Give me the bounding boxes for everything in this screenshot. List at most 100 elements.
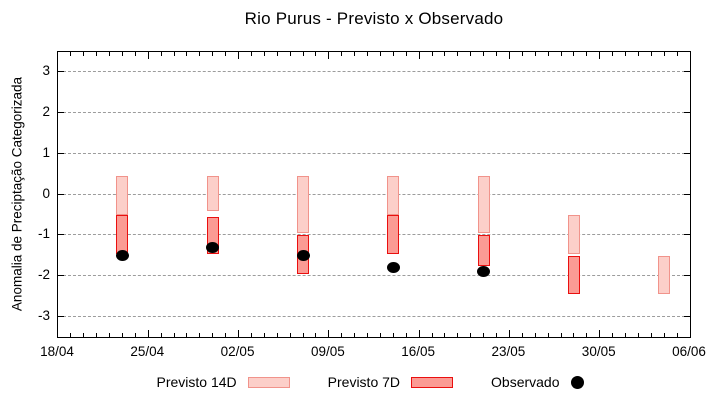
x-tick	[547, 52, 549, 56]
x-tick	[496, 333, 498, 337]
y-tick-label: 0	[42, 185, 50, 201]
x-tick	[379, 333, 381, 337]
x-tick	[109, 333, 111, 337]
forecast-14d-bar	[477, 176, 490, 234]
x-tick	[599, 330, 601, 337]
y-tick	[684, 274, 690, 276]
x-tick	[547, 333, 549, 337]
x-tick-label: 16/05	[401, 344, 436, 359]
gridline	[58, 152, 690, 154]
gridline	[58, 315, 690, 317]
x-tick	[328, 330, 330, 337]
y-tick	[58, 193, 64, 195]
observed-dot	[206, 241, 220, 253]
x-tick	[573, 52, 575, 56]
observed-dot	[115, 250, 129, 262]
x-tick	[160, 333, 162, 337]
y-tick	[684, 315, 690, 317]
x-tick	[508, 52, 510, 59]
x-tick	[250, 333, 252, 337]
x-tick	[302, 52, 304, 56]
x-tick	[418, 52, 420, 59]
x-tick	[405, 333, 407, 337]
x-tick	[315, 52, 317, 56]
observed-dot	[296, 250, 310, 262]
x-tick	[302, 333, 304, 337]
x-tick	[521, 333, 523, 337]
forecast-14d-bar	[658, 255, 671, 295]
x-tick-label: 25/04	[130, 344, 165, 359]
legend-label-previsto-14d: Previsto 14D	[156, 374, 237, 390]
x-tick	[263, 52, 265, 56]
x-tick	[315, 333, 317, 337]
x-tick	[109, 52, 111, 56]
x-tick	[676, 333, 678, 337]
forecast-14d-bar	[116, 176, 129, 215]
x-tick	[70, 333, 72, 337]
x-tick	[354, 333, 356, 337]
observed-dot	[386, 262, 400, 274]
x-tick	[560, 52, 562, 56]
x-tick	[676, 52, 678, 56]
x-tick	[444, 333, 446, 337]
x-tick	[173, 52, 175, 56]
x-tick	[496, 52, 498, 56]
x-tick	[418, 330, 420, 337]
x-tick	[341, 52, 343, 56]
legend-swatch-14d-icon	[247, 376, 290, 388]
x-tick	[186, 52, 188, 56]
x-tick	[534, 333, 536, 337]
x-tick	[650, 52, 652, 56]
forecast-7d-bar	[567, 255, 580, 295]
x-tick	[341, 333, 343, 337]
x-tick	[470, 52, 472, 56]
legend-swatch-7d-icon	[411, 376, 454, 388]
x-tick	[625, 333, 626, 337]
x-tick	[637, 52, 639, 56]
x-tick	[121, 333, 123, 337]
x-tick	[612, 52, 614, 56]
x-tick	[225, 333, 227, 337]
x-tick	[612, 333, 614, 337]
x-tick-label: 09/05	[310, 344, 345, 359]
x-tick	[276, 333, 278, 337]
y-tick	[58, 71, 64, 73]
x-tick	[173, 333, 175, 337]
x-tick	[263, 333, 265, 337]
forecast-14d-bar	[206, 176, 219, 211]
observed-dot	[477, 266, 491, 278]
x-tick	[392, 333, 394, 337]
x-tick	[625, 52, 626, 56]
x-tick	[225, 52, 227, 56]
x-tick	[534, 52, 536, 56]
x-tick	[508, 330, 510, 337]
legend-observed-dot-icon	[570, 375, 584, 389]
x-tick	[663, 333, 665, 337]
x-tick	[70, 52, 72, 56]
x-tick	[289, 52, 291, 56]
x-tick	[483, 52, 485, 56]
x-tick	[121, 52, 123, 56]
y-tick-label: 2	[42, 104, 50, 120]
legend-label-observado: Observado	[491, 374, 560, 390]
x-tick	[96, 52, 98, 56]
x-tick	[599, 52, 601, 59]
y-tick	[58, 112, 64, 114]
x-tick	[483, 333, 485, 337]
x-tick	[328, 52, 330, 59]
x-tick-label: 18/04	[40, 344, 74, 359]
gridline	[58, 274, 690, 276]
legend-item-previsto-14d: Previsto 14D	[157, 374, 290, 390]
x-tick	[147, 330, 149, 337]
gridline	[58, 193, 690, 195]
x-tick	[147, 52, 149, 59]
y-tick	[684, 112, 690, 114]
y-tick-label: -3	[37, 307, 50, 323]
legend-item-observado: Observado	[491, 374, 584, 390]
x-tick	[212, 333, 214, 337]
x-tick	[637, 333, 639, 337]
gridline	[58, 71, 690, 73]
x-tick	[457, 333, 459, 337]
x-tick	[586, 333, 588, 337]
